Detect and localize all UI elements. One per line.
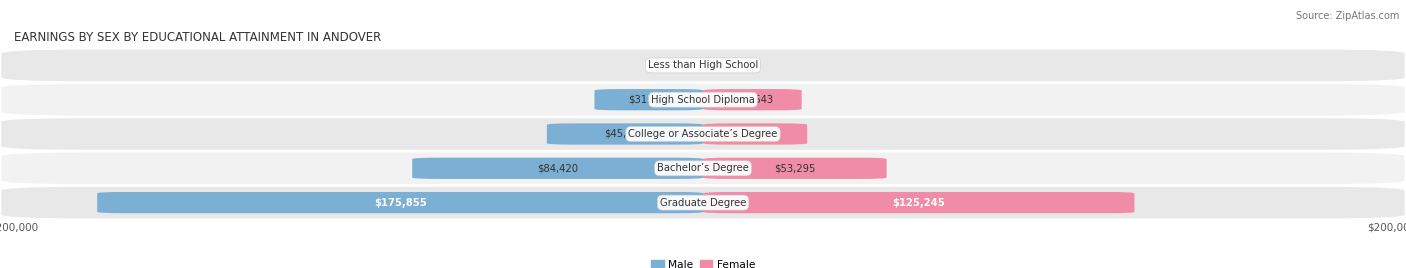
FancyBboxPatch shape — [97, 192, 703, 213]
FancyBboxPatch shape — [0, 151, 1406, 185]
Text: $53,295: $53,295 — [775, 163, 815, 173]
Text: $0: $0 — [682, 60, 695, 70]
FancyBboxPatch shape — [703, 89, 801, 110]
Text: Source: ZipAtlas.com: Source: ZipAtlas.com — [1295, 11, 1399, 21]
FancyBboxPatch shape — [0, 186, 1406, 219]
Text: $30,250: $30,250 — [734, 129, 776, 139]
Text: High School Diploma: High School Diploma — [651, 95, 755, 105]
Text: Graduate Degree: Graduate Degree — [659, 198, 747, 208]
FancyBboxPatch shape — [547, 123, 703, 145]
FancyBboxPatch shape — [0, 49, 1406, 82]
FancyBboxPatch shape — [703, 123, 807, 145]
FancyBboxPatch shape — [595, 89, 703, 110]
FancyBboxPatch shape — [703, 192, 1135, 213]
FancyBboxPatch shape — [0, 117, 1406, 151]
FancyBboxPatch shape — [0, 83, 1406, 117]
FancyBboxPatch shape — [412, 158, 703, 179]
Text: Bachelor’s Degree: Bachelor’s Degree — [657, 163, 749, 173]
Text: $84,420: $84,420 — [537, 163, 578, 173]
Text: $45,326: $45,326 — [605, 129, 645, 139]
Text: $31,500: $31,500 — [628, 95, 669, 105]
Text: Less than High School: Less than High School — [648, 60, 758, 70]
Text: EARNINGS BY SEX BY EDUCATIONAL ATTAINMENT IN ANDOVER: EARNINGS BY SEX BY EDUCATIONAL ATTAINMEN… — [14, 31, 381, 44]
Legend: Male, Female: Male, Female — [647, 256, 759, 268]
Text: College or Associate’s Degree: College or Associate’s Degree — [628, 129, 778, 139]
Text: $28,643: $28,643 — [731, 95, 773, 105]
Text: $175,855: $175,855 — [374, 198, 426, 208]
FancyBboxPatch shape — [703, 158, 887, 179]
Text: $125,245: $125,245 — [893, 198, 945, 208]
Text: $0: $0 — [711, 60, 724, 70]
